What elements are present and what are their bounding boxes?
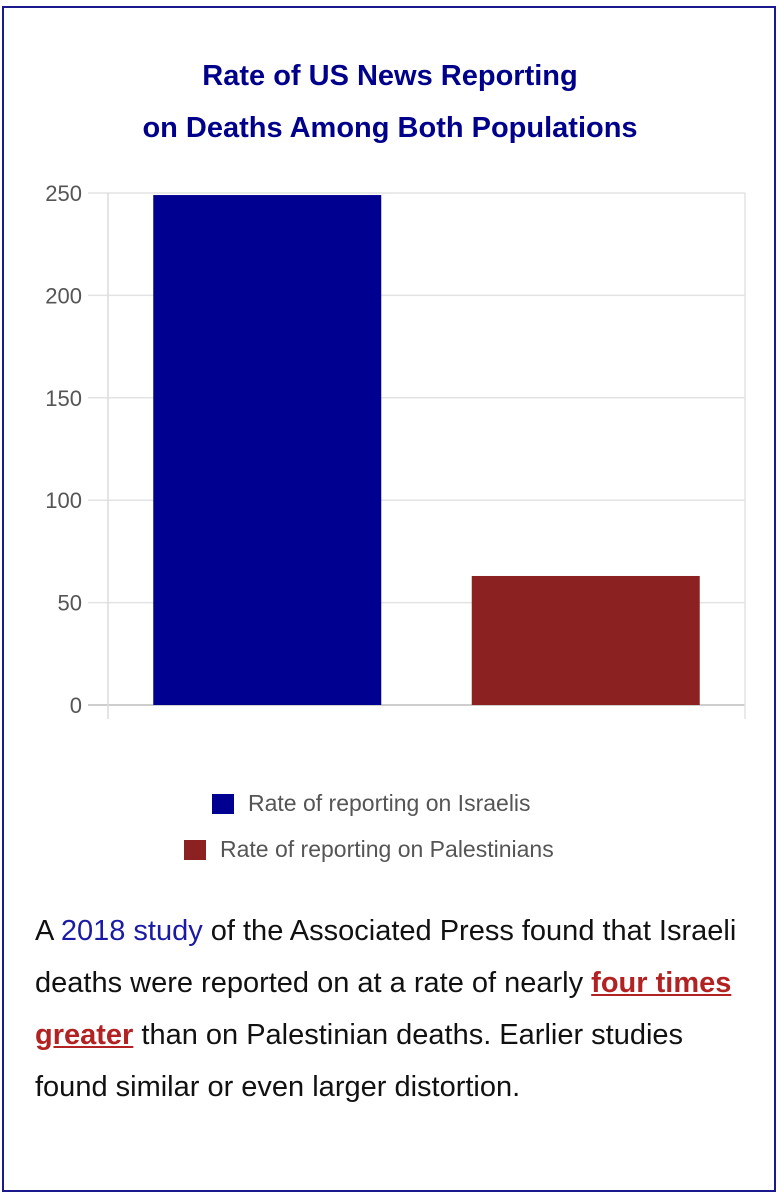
y-tick-label-200: 200 <box>45 283 82 308</box>
y-tick-label-100: 100 <box>45 488 82 513</box>
legend-label-israelis: Rate of reporting on Israelis <box>248 790 531 816</box>
caption-text-1: of the Associated Press found that Israe… <box>35 915 737 999</box>
chart-title-line-2: on Deaths Among Both Populations <box>142 112 638 144</box>
chart-title-line-1: Rate of US News Reporting <box>202 60 578 92</box>
chart-title: Rate of US News Reporting on Deaths Amon… <box>0 50 780 154</box>
legend-item-palestinians: Rate of reporting on Palestinians <box>184 836 554 863</box>
y-tick-label-50: 50 <box>58 591 82 616</box>
legend-label-palestinians: Rate of reporting on Palestinians <box>220 836 554 862</box>
bar-chart: 0 50 100 150 200 250 <box>45 181 746 719</box>
bar-palestinians <box>471 575 700 705</box>
four-times-greater-link[interactable]: four times greater <box>35 967 732 1051</box>
y-tick-label-250: 250 <box>45 181 82 206</box>
caption-prefix: A <box>35 915 61 947</box>
caption-paragraph: A 2018 study of the Associated Press fou… <box>35 905 755 1113</box>
legend-item-israelis: Rate of reporting on Israelis <box>212 790 531 817</box>
y-tick-label-0: 0 <box>70 693 82 718</box>
bar-israelis <box>153 195 382 705</box>
study-link[interactable]: 2018 study <box>60 915 203 947</box>
legend-swatch-palestinians <box>184 839 206 860</box>
legend-swatch-israelis <box>212 793 234 814</box>
y-tick-label-150: 150 <box>45 386 82 411</box>
caption-text-2: than on Palestinian deaths. Earlier stud… <box>35 1019 684 1103</box>
